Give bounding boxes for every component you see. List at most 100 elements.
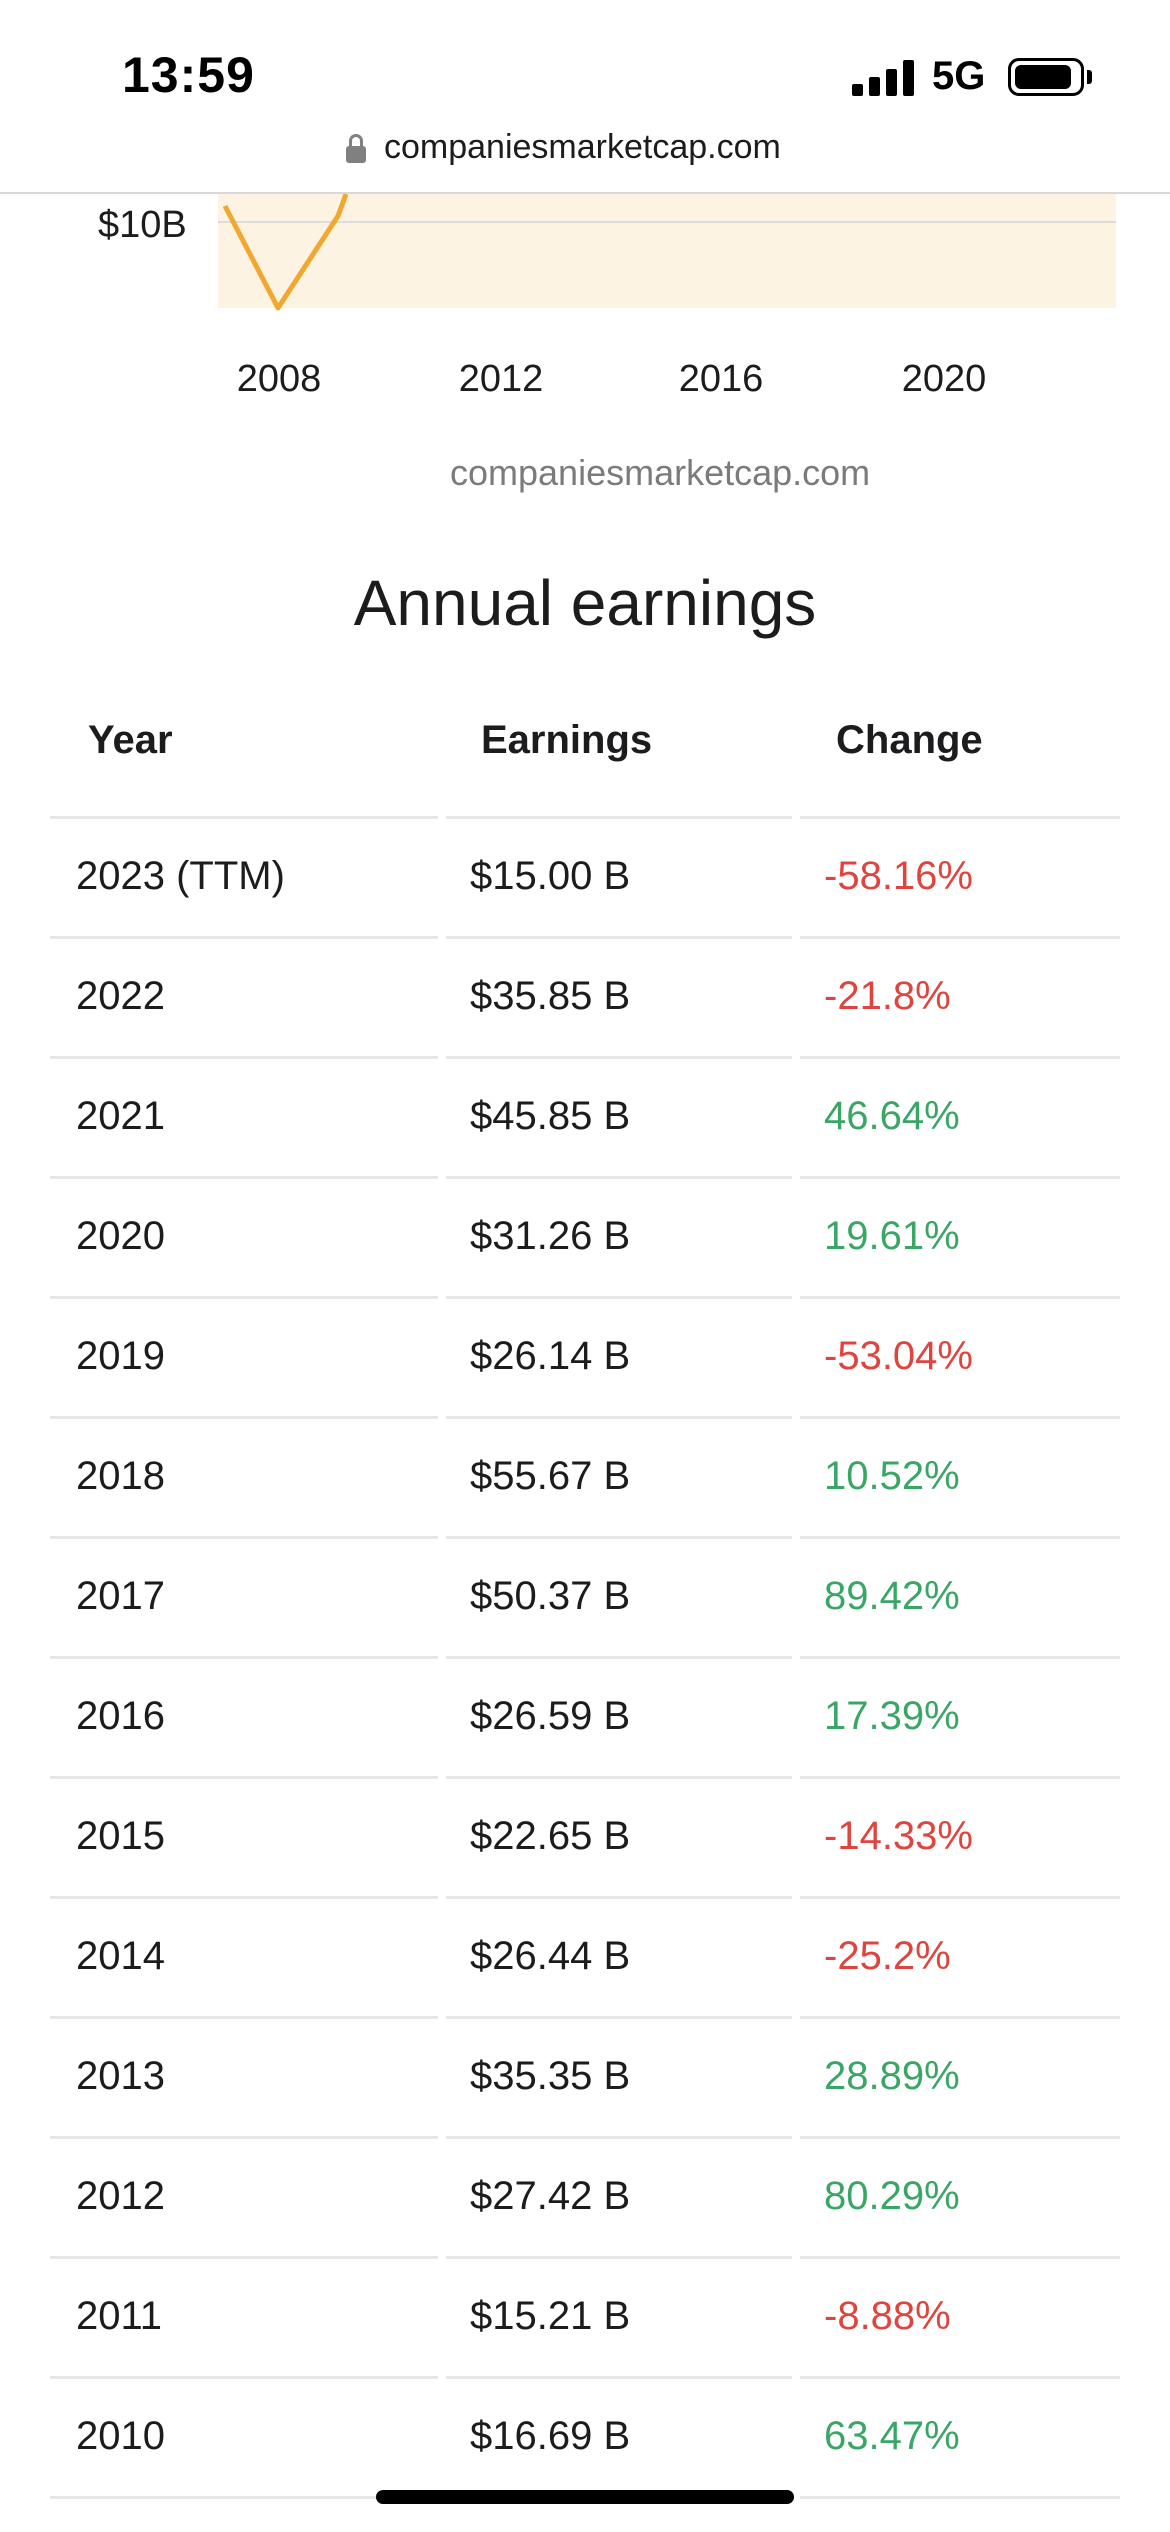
table-row: 2012 $27.42 B 80.29% bbox=[50, 2136, 1120, 2256]
cell-year: 2015 bbox=[76, 1814, 165, 1858]
cell-border bbox=[800, 1416, 1120, 1419]
cell-earnings: $27.42 B bbox=[470, 2174, 631, 2218]
lock-icon bbox=[346, 134, 366, 164]
cell-earnings: $16.69 B bbox=[470, 2414, 631, 2458]
cell-change: -8.88% bbox=[824, 2294, 951, 2338]
cell-earnings: $26.59 B bbox=[470, 1694, 631, 1738]
cell-border bbox=[446, 1056, 792, 1059]
cell-border bbox=[800, 2016, 1120, 2019]
cell-change: 46.64% bbox=[824, 1094, 960, 1138]
cell-change: -21.8% bbox=[824, 974, 951, 1018]
x-tick-label: 2020 bbox=[901, 358, 987, 400]
cell-change: 19.61% bbox=[824, 1214, 960, 1258]
table-row: 2023 (TTM) $15.00 B -58.16% bbox=[50, 816, 1120, 936]
cell-year: 2021 bbox=[76, 1094, 165, 1138]
cell-change: 10.52% bbox=[824, 1454, 960, 1498]
cell-change: -58.16% bbox=[824, 854, 973, 898]
cellular-signal-icon bbox=[852, 60, 916, 96]
cell-year: 2017 bbox=[76, 1574, 165, 1618]
cell-border bbox=[800, 1896, 1120, 1899]
url-text[interactable]: companiesmarketcap.com bbox=[384, 128, 781, 166]
cell-year: 2014 bbox=[76, 1934, 165, 1978]
cell-border bbox=[50, 1056, 438, 1059]
table-row: 2016 $26.59 B 17.39% bbox=[50, 1656, 1120, 1776]
cell-border bbox=[50, 1536, 438, 1539]
cell-year: 2022 bbox=[76, 974, 165, 1018]
cell-earnings: $15.00 B bbox=[470, 854, 631, 898]
cell-change: 17.39% bbox=[824, 1694, 960, 1738]
cell-year: 2010 bbox=[76, 2414, 165, 2458]
cell-year: 2023 (TTM) bbox=[76, 854, 285, 898]
cell-earnings: $55.67 B bbox=[470, 1454, 631, 1498]
cell-change: -14.33% bbox=[824, 1814, 973, 1858]
cell-year: 2019 bbox=[76, 1334, 165, 1378]
network-type: 5G bbox=[932, 54, 986, 98]
cell-border bbox=[50, 816, 438, 819]
cell-border bbox=[800, 1656, 1120, 1659]
cell-change: 28.89% bbox=[824, 2054, 960, 2098]
y-tick-label: $10B bbox=[98, 204, 187, 246]
cell-border bbox=[800, 2256, 1120, 2259]
column-header-year[interactable]: Year bbox=[88, 718, 173, 762]
cell-border bbox=[800, 936, 1120, 939]
cell-earnings: $15.21 B bbox=[470, 2294, 631, 2338]
cell-border bbox=[446, 2016, 792, 2019]
table-row: 2010 $16.69 B 63.47% bbox=[50, 2376, 1120, 2496]
cell-border bbox=[800, 2376, 1120, 2379]
x-tick-label: 2012 bbox=[458, 358, 544, 400]
cell-border bbox=[50, 2136, 438, 2139]
cell-border bbox=[50, 2376, 438, 2379]
cell-border bbox=[446, 2376, 792, 2379]
home-indicator[interactable] bbox=[376, 2490, 794, 2504]
column-header-earnings[interactable]: Earnings bbox=[481, 718, 653, 762]
chart-watermark: companiesmarketcap.com bbox=[450, 452, 871, 493]
column-header-change[interactable]: Change bbox=[836, 718, 983, 762]
cell-border bbox=[800, 816, 1120, 819]
cell-border bbox=[446, 1176, 792, 1179]
cell-border bbox=[800, 2136, 1120, 2139]
cell-earnings: $31.26 B bbox=[470, 1214, 631, 1258]
table-row: 2015 $22.65 B -14.33% bbox=[50, 1776, 1120, 1896]
cell-border bbox=[446, 2136, 792, 2139]
section-title: Annual earnings bbox=[353, 567, 817, 639]
address-bar[interactable]: companiesmarketcap.com bbox=[0, 122, 1170, 192]
table-row: 2013 $35.35 B 28.89% bbox=[50, 2016, 1120, 2136]
earnings-table: Year Earnings Change 2023 (TTM) $15.00 B -… bbox=[50, 690, 1120, 2499]
cell-change: -53.04% bbox=[824, 1334, 973, 1378]
cell-border bbox=[800, 1176, 1120, 1179]
cell-border bbox=[50, 936, 438, 939]
earnings-line bbox=[222, 194, 349, 311]
cell-border bbox=[50, 2256, 438, 2259]
cell-border bbox=[50, 1776, 438, 1779]
cell-border bbox=[446, 2256, 792, 2259]
cell-year: 2011 bbox=[76, 2294, 163, 2338]
status-time: 13:59 bbox=[122, 47, 255, 103]
battery-icon bbox=[1008, 58, 1084, 96]
table-row: 2017 $50.37 B 89.42% bbox=[50, 1536, 1120, 1656]
table-row: 2020 $31.26 B 19.61% bbox=[50, 1176, 1120, 1296]
cell-border bbox=[50, 1656, 438, 1659]
x-tick-label: 2008 bbox=[236, 358, 322, 400]
cell-border bbox=[446, 1296, 792, 1299]
x-tick-label: 2016 bbox=[678, 358, 764, 400]
table-row: 2021 $45.85 B 46.64% bbox=[50, 1056, 1120, 1176]
battery-cap-icon bbox=[1087, 70, 1092, 84]
table-header: Year Earnings Change bbox=[50, 690, 1120, 816]
cell-border bbox=[446, 936, 792, 939]
cell-change: 89.42% bbox=[824, 1574, 960, 1618]
table-row: 2019 $26.14 B -53.04% bbox=[50, 1296, 1120, 1416]
table-row: 2011 $15.21 B -8.88% bbox=[50, 2256, 1120, 2376]
cell-earnings: $35.85 B bbox=[470, 974, 631, 1018]
cell-year: 2020 bbox=[76, 1214, 165, 1258]
cell-earnings: $45.85 B bbox=[470, 1094, 631, 1138]
cell-year: 2016 bbox=[76, 1694, 165, 1738]
table-row: 2022 $35.85 B -21.8% bbox=[50, 936, 1120, 1056]
cell-change: 80.29% bbox=[824, 2174, 960, 2218]
table-row: 2014 $26.44 B -25.2% bbox=[50, 1896, 1120, 2016]
cell-year: 2012 bbox=[76, 2174, 165, 2218]
cell-border bbox=[446, 816, 792, 819]
cell-border bbox=[446, 1896, 792, 1899]
cell-border bbox=[50, 1896, 438, 1899]
cell-border bbox=[50, 1296, 438, 1299]
cell-border bbox=[800, 1296, 1120, 1299]
